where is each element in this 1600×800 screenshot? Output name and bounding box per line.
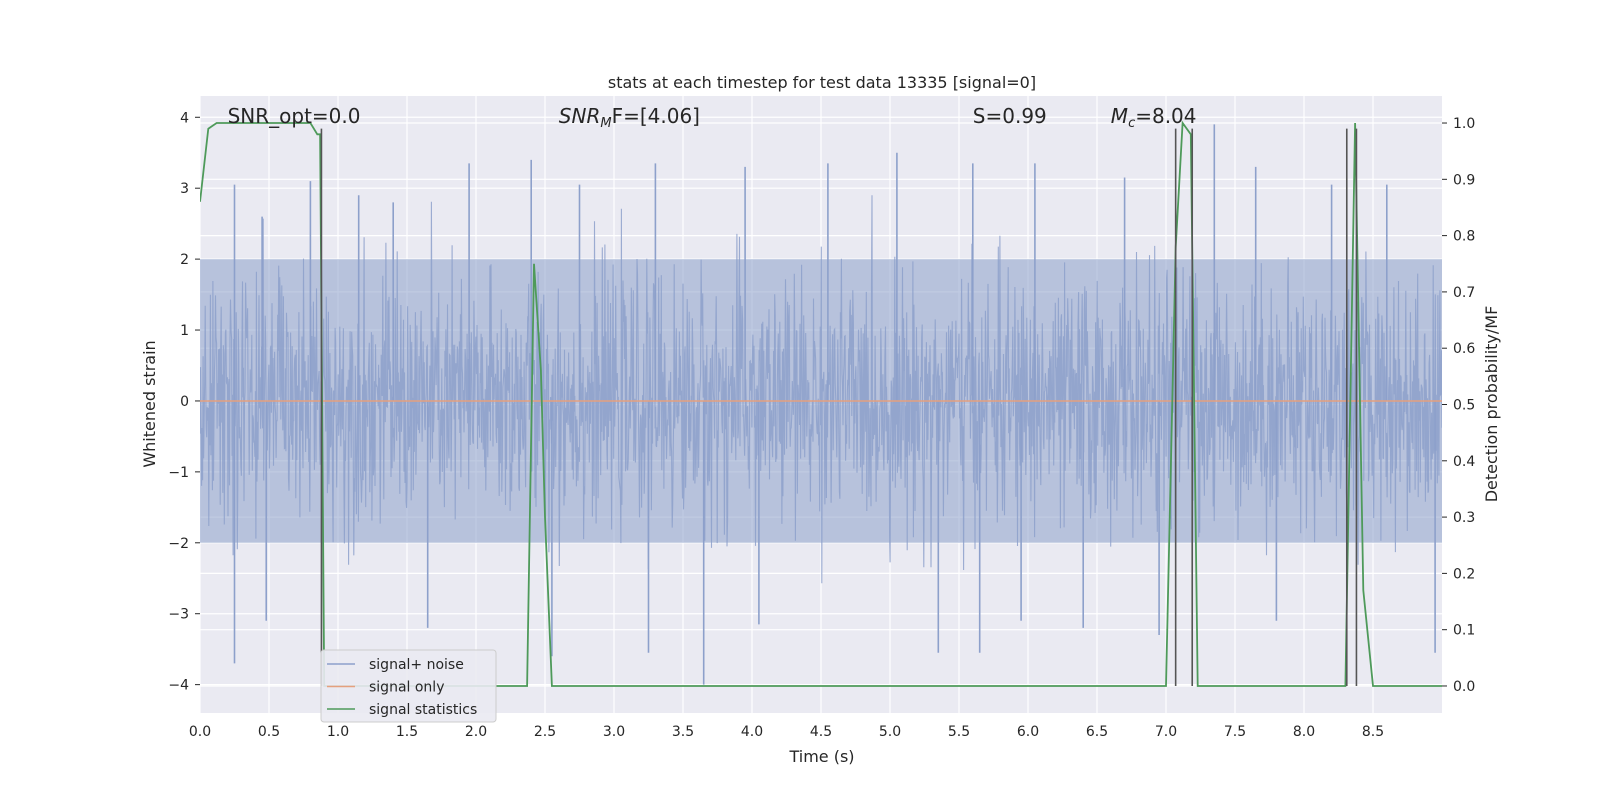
y-tick-label: 0 [180, 394, 189, 410]
y-tick-label: 2 [180, 252, 189, 268]
y-right-tick-label: 0.8 [1453, 229, 1475, 245]
y-right-axis-label: Detection probability/MF [1482, 306, 1501, 503]
y-axis-label: Whitened strain [140, 340, 159, 467]
x-tick-label: 4.0 [741, 724, 763, 740]
y-right-tick-label: 0.2 [1453, 566, 1475, 582]
x-tick-label: 7.0 [1155, 724, 1177, 740]
y-right-tick-label: 0.9 [1453, 172, 1475, 188]
y-right-tick-label: 1.0 [1453, 116, 1475, 132]
legend-label: signal statistics [369, 702, 477, 718]
series-layer [200, 120, 1442, 687]
x-tick-label: 6.0 [1017, 724, 1039, 740]
y-right-tick-labels: 1.0 0.9 0.8 0.7 0.6 0.5 0.4 0.3 0.2 0.1 0.0 [1442, 116, 1475, 695]
chart-title: stats at each timestep for test data 133… [608, 73, 1036, 92]
x-tick-label: 4.5 [810, 724, 832, 740]
y-tick-label: −3 [168, 607, 189, 623]
legend-label: signal only [369, 680, 444, 696]
x-tick-labels: 0.0 0.5 1.0 1.5 2.0 2.5 3.0 3.5 4.0 4.5 5.0 5.5 6.0 6… [189, 724, 1384, 740]
annotation: SNR_opt=0.0 [228, 104, 361, 128]
x-tick-label: 8.0 [1293, 724, 1315, 740]
y-right-tick-label: 0.6 [1453, 341, 1475, 357]
signal-statistics-line [200, 120, 1442, 687]
series-clip-group [200, 120, 1442, 687]
x-tick-label: 2.5 [534, 724, 556, 740]
x-tick-label: 2.0 [465, 724, 487, 740]
y-tick-label: 4 [180, 110, 189, 126]
y-right-tick-label: 0.1 [1453, 623, 1475, 639]
x-tick-label: 5.5 [948, 724, 970, 740]
y-tick-label: 3 [180, 181, 189, 197]
y-right-tick-label: 0.4 [1453, 454, 1475, 470]
vertical-markers [320, 128, 1358, 686]
y-right-tick-label: 0.0 [1453, 679, 1475, 695]
x-tick-label: 0.0 [189, 724, 211, 740]
legend: signal+ noise signal only signal statistic… [320, 649, 497, 723]
y-right-tick-label: 0.7 [1453, 285, 1475, 301]
annotation: SNRMF=[4.06] [559, 104, 700, 131]
annotation: Mc=8.04 [1111, 104, 1197, 131]
annotation: S=0.99 [973, 104, 1047, 128]
y-tick-label: 1 [180, 323, 189, 339]
y-tick-label: −2 [168, 536, 189, 552]
legend-box [320, 649, 497, 723]
y-tick-labels: 4 3 2 1 0 −1 −2 −3 −4 [168, 110, 200, 694]
annotations: SNR_opt=0.0 SNRMF=[4.06] S=0.99 Mc=8.04 [228, 104, 1197, 131]
x-tick-label: 3.0 [603, 724, 625, 740]
x-tick-label: 5.0 [879, 724, 901, 740]
x-tick-label: 3.5 [672, 724, 694, 740]
y-tick-label: −4 [168, 678, 189, 694]
y-right-tick-label: 0.3 [1453, 510, 1475, 526]
x-tick-label: 7.5 [1224, 724, 1246, 740]
y-right-tick-label: 0.5 [1453, 398, 1475, 414]
y-tick-label: −1 [168, 465, 189, 481]
x-tick-label: 1.5 [396, 724, 418, 740]
x-tick-label: 0.5 [258, 724, 280, 740]
x-axis-label: Time (s) [788, 747, 854, 766]
x-tick-label: 6.5 [1086, 724, 1108, 740]
legend-label: signal+ noise [369, 657, 464, 673]
x-tick-label: 1.0 [327, 724, 349, 740]
x-tick-label: 8.5 [1362, 724, 1384, 740]
